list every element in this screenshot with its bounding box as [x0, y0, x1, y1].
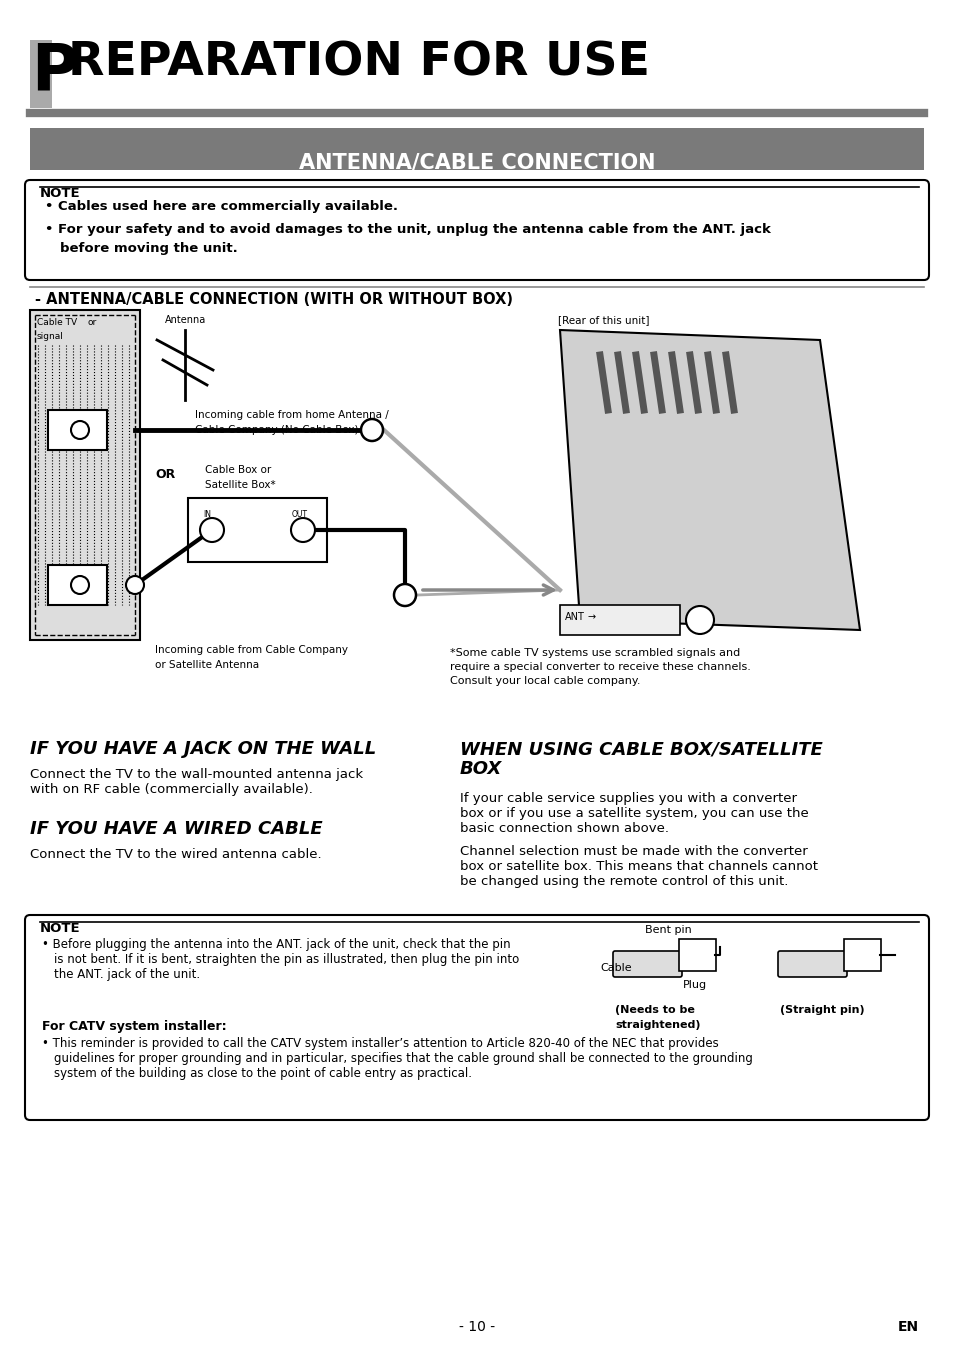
Text: IF YOU HAVE A WIRED CABLE: IF YOU HAVE A WIRED CABLE — [30, 820, 322, 838]
Text: Channel selection must be made with the converter: Channel selection must be made with the … — [459, 845, 807, 857]
FancyBboxPatch shape — [559, 605, 679, 635]
Circle shape — [291, 518, 314, 542]
Text: Incoming cable from Cable Company: Incoming cable from Cable Company — [154, 644, 348, 655]
Text: Consult your local cable company.: Consult your local cable company. — [450, 675, 639, 686]
FancyBboxPatch shape — [30, 128, 923, 170]
Text: REPARATION FOR USE: REPARATION FOR USE — [68, 40, 649, 85]
FancyBboxPatch shape — [25, 181, 928, 280]
Text: Cable TV: Cable TV — [37, 318, 77, 328]
Text: • This reminder is provided to call the CATV system installer’s attention to Art: • This reminder is provided to call the … — [42, 1037, 718, 1050]
Text: • For your safety and to avoid damages to the unit, unplug the antenna cable fro: • For your safety and to avoid damages t… — [45, 222, 770, 236]
FancyBboxPatch shape — [613, 950, 681, 977]
Circle shape — [71, 421, 89, 439]
Text: ANTENNA/CABLE CONNECTION: ANTENNA/CABLE CONNECTION — [298, 152, 655, 173]
Text: OR: OR — [154, 468, 175, 481]
Text: IN: IN — [203, 510, 211, 519]
Text: OUT: OUT — [292, 510, 308, 519]
FancyBboxPatch shape — [679, 940, 716, 971]
Text: Connect the TV to the wall-mounted antenna jack: Connect the TV to the wall-mounted anten… — [30, 768, 363, 780]
Text: Bent pin: Bent pin — [644, 925, 691, 936]
Text: ANT: ANT — [564, 612, 584, 621]
Circle shape — [200, 518, 224, 542]
Text: or: or — [88, 318, 97, 328]
Text: Cable Box or: Cable Box or — [205, 465, 271, 474]
Text: - ANTENNA/CABLE CONNECTION (WITH OR WITHOUT BOX): - ANTENNA/CABLE CONNECTION (WITH OR WITH… — [35, 293, 513, 307]
Text: Cable Company (No Cable Box): Cable Company (No Cable Box) — [194, 425, 358, 435]
Text: IF YOU HAVE A JACK ON THE WALL: IF YOU HAVE A JACK ON THE WALL — [30, 740, 375, 758]
Text: or Satellite Antenna: or Satellite Antenna — [154, 661, 259, 670]
Text: before moving the unit.: before moving the unit. — [60, 243, 237, 255]
Text: [Rear of this unit]: [Rear of this unit] — [558, 315, 649, 325]
Text: NOTE: NOTE — [40, 922, 81, 936]
Text: BOX: BOX — [459, 760, 501, 778]
FancyBboxPatch shape — [30, 310, 140, 640]
FancyBboxPatch shape — [188, 497, 327, 562]
FancyBboxPatch shape — [30, 40, 52, 108]
FancyBboxPatch shape — [48, 565, 107, 605]
Text: (Straight pin): (Straight pin) — [780, 1006, 863, 1015]
Text: - 10 -: - 10 - — [458, 1320, 495, 1335]
Text: with on RF cable (commercially available).: with on RF cable (commercially available… — [30, 783, 313, 797]
Text: Incoming cable from home Antenna /: Incoming cable from home Antenna / — [194, 410, 388, 421]
Text: Cable: Cable — [599, 962, 631, 973]
Circle shape — [71, 576, 89, 594]
Text: WHEN USING CABLE BOX/SATELLITE: WHEN USING CABLE BOX/SATELLITE — [459, 740, 821, 758]
Text: • Cables used here are commercially available.: • Cables used here are commercially avai… — [45, 200, 397, 213]
Circle shape — [394, 584, 416, 607]
Text: If your cable service supplies you with a converter: If your cable service supplies you with … — [459, 793, 796, 805]
Text: NOTE: NOTE — [40, 187, 81, 200]
Text: be changed using the remote control of this unit.: be changed using the remote control of t… — [459, 875, 787, 888]
Text: the ANT. jack of the unit.: the ANT. jack of the unit. — [54, 968, 200, 981]
FancyBboxPatch shape — [25, 915, 928, 1120]
Text: box or if you use a satellite system, you can use the: box or if you use a satellite system, yo… — [459, 807, 808, 820]
Polygon shape — [559, 330, 859, 630]
Text: P: P — [30, 40, 78, 102]
FancyBboxPatch shape — [843, 940, 880, 971]
FancyBboxPatch shape — [778, 950, 846, 977]
Text: is not bent. If it is bent, straighten the pin as illustrated, then plug the pin: is not bent. If it is bent, straighten t… — [54, 953, 518, 967]
Text: Antenna: Antenna — [165, 315, 206, 325]
Text: basic connection shown above.: basic connection shown above. — [459, 822, 668, 834]
Circle shape — [685, 607, 713, 634]
Text: *Some cable TV systems use scrambled signals and: *Some cable TV systems use scrambled sig… — [450, 648, 740, 658]
Text: straightened): straightened) — [615, 1020, 700, 1030]
Text: box or satellite box. This means that channels cannot: box or satellite box. This means that ch… — [459, 860, 817, 874]
Text: Satellite Box*: Satellite Box* — [205, 480, 275, 491]
Circle shape — [360, 419, 382, 441]
FancyBboxPatch shape — [48, 410, 107, 450]
Text: • Before plugging the antenna into the ANT. jack of the unit, check that the pin: • Before plugging the antenna into the A… — [42, 938, 510, 950]
Text: guidelines for proper grounding and in particular, specifies that the cable grou: guidelines for proper grounding and in p… — [54, 1051, 752, 1065]
Text: For CATV system installer:: For CATV system installer: — [42, 1020, 227, 1033]
Text: →: → — [587, 612, 596, 621]
Text: Connect the TV to the wired antenna cable.: Connect the TV to the wired antenna cabl… — [30, 848, 321, 861]
Text: signal: signal — [37, 332, 64, 341]
Circle shape — [126, 576, 144, 594]
Text: require a special converter to receive these channels.: require a special converter to receive t… — [450, 662, 750, 673]
Text: Plug: Plug — [682, 980, 706, 989]
Text: system of the building as close to the point of cable entry as practical.: system of the building as close to the p… — [54, 1068, 472, 1080]
Text: EN: EN — [897, 1320, 918, 1335]
Text: (Needs to be: (Needs to be — [615, 1006, 694, 1015]
